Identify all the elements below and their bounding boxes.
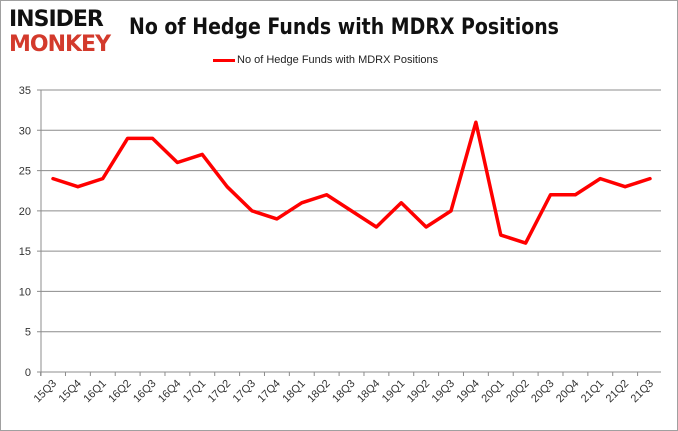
x-tick-label: 19Q3 [430, 378, 458, 406]
x-tick-label: 18Q4 [355, 378, 383, 406]
x-tick-label: 19Q1 [380, 378, 408, 406]
logo-line1: INSIDER [9, 7, 104, 32]
x-tick-label: 17Q3 [231, 378, 259, 406]
x-tick-label: 17Q4 [255, 378, 283, 406]
x-tick-label: 21Q2 [604, 378, 632, 406]
x-tick-label: 15Q4 [56, 378, 84, 406]
y-tick-label: 30 [19, 125, 31, 137]
y-tick-label: 25 [19, 166, 31, 178]
legend-swatch [213, 58, 235, 62]
logo-line2: MONKEY [9, 32, 111, 57]
x-tick-label: 17Q2 [206, 378, 234, 406]
x-tick-label: 16Q3 [131, 378, 159, 406]
x-tick-label: 18Q1 [280, 378, 308, 406]
legend: No of Hedge Funds with MDRX Positions [213, 54, 438, 66]
x-tick-label: 21Q3 [629, 378, 657, 406]
legend-label: No of Hedge Funds with MDRX Positions [237, 54, 439, 66]
x-tick-label: 20Q1 [479, 378, 507, 406]
x-tick-label: 20Q3 [529, 378, 557, 406]
series-line [51, 120, 652, 245]
y-tick-label: 35 [19, 85, 31, 97]
x-tick-label: 18Q3 [330, 378, 358, 406]
x-tick-label: 19Q4 [454, 378, 482, 406]
y-tick-label: 10 [19, 286, 31, 298]
y-tick-label: 0 [25, 367, 31, 379]
x-tick-label: 20Q4 [554, 378, 582, 406]
y-tick-label: 5 [25, 327, 31, 339]
y-tick-label: 20 [19, 206, 31, 218]
x-tick-label: 15Q3 [32, 378, 60, 406]
chart-title: No of Hedge Funds with MDRX Positions [129, 15, 559, 40]
x-tick-label: 20Q2 [504, 378, 532, 406]
x-tick-label: 19Q2 [405, 378, 433, 406]
x-tick-label: 16Q1 [81, 378, 109, 406]
x-tick-label: 18Q2 [305, 378, 333, 406]
y-tick-label: 15 [19, 246, 31, 258]
insider-monkey-logo: INSIDER MONKEY [9, 7, 127, 57]
x-tick-label: 17Q1 [181, 378, 209, 406]
x-tick-label: 21Q1 [579, 378, 607, 406]
x-tick-label: 16Q4 [156, 378, 184, 406]
x-tick-label: 16Q2 [106, 378, 134, 406]
